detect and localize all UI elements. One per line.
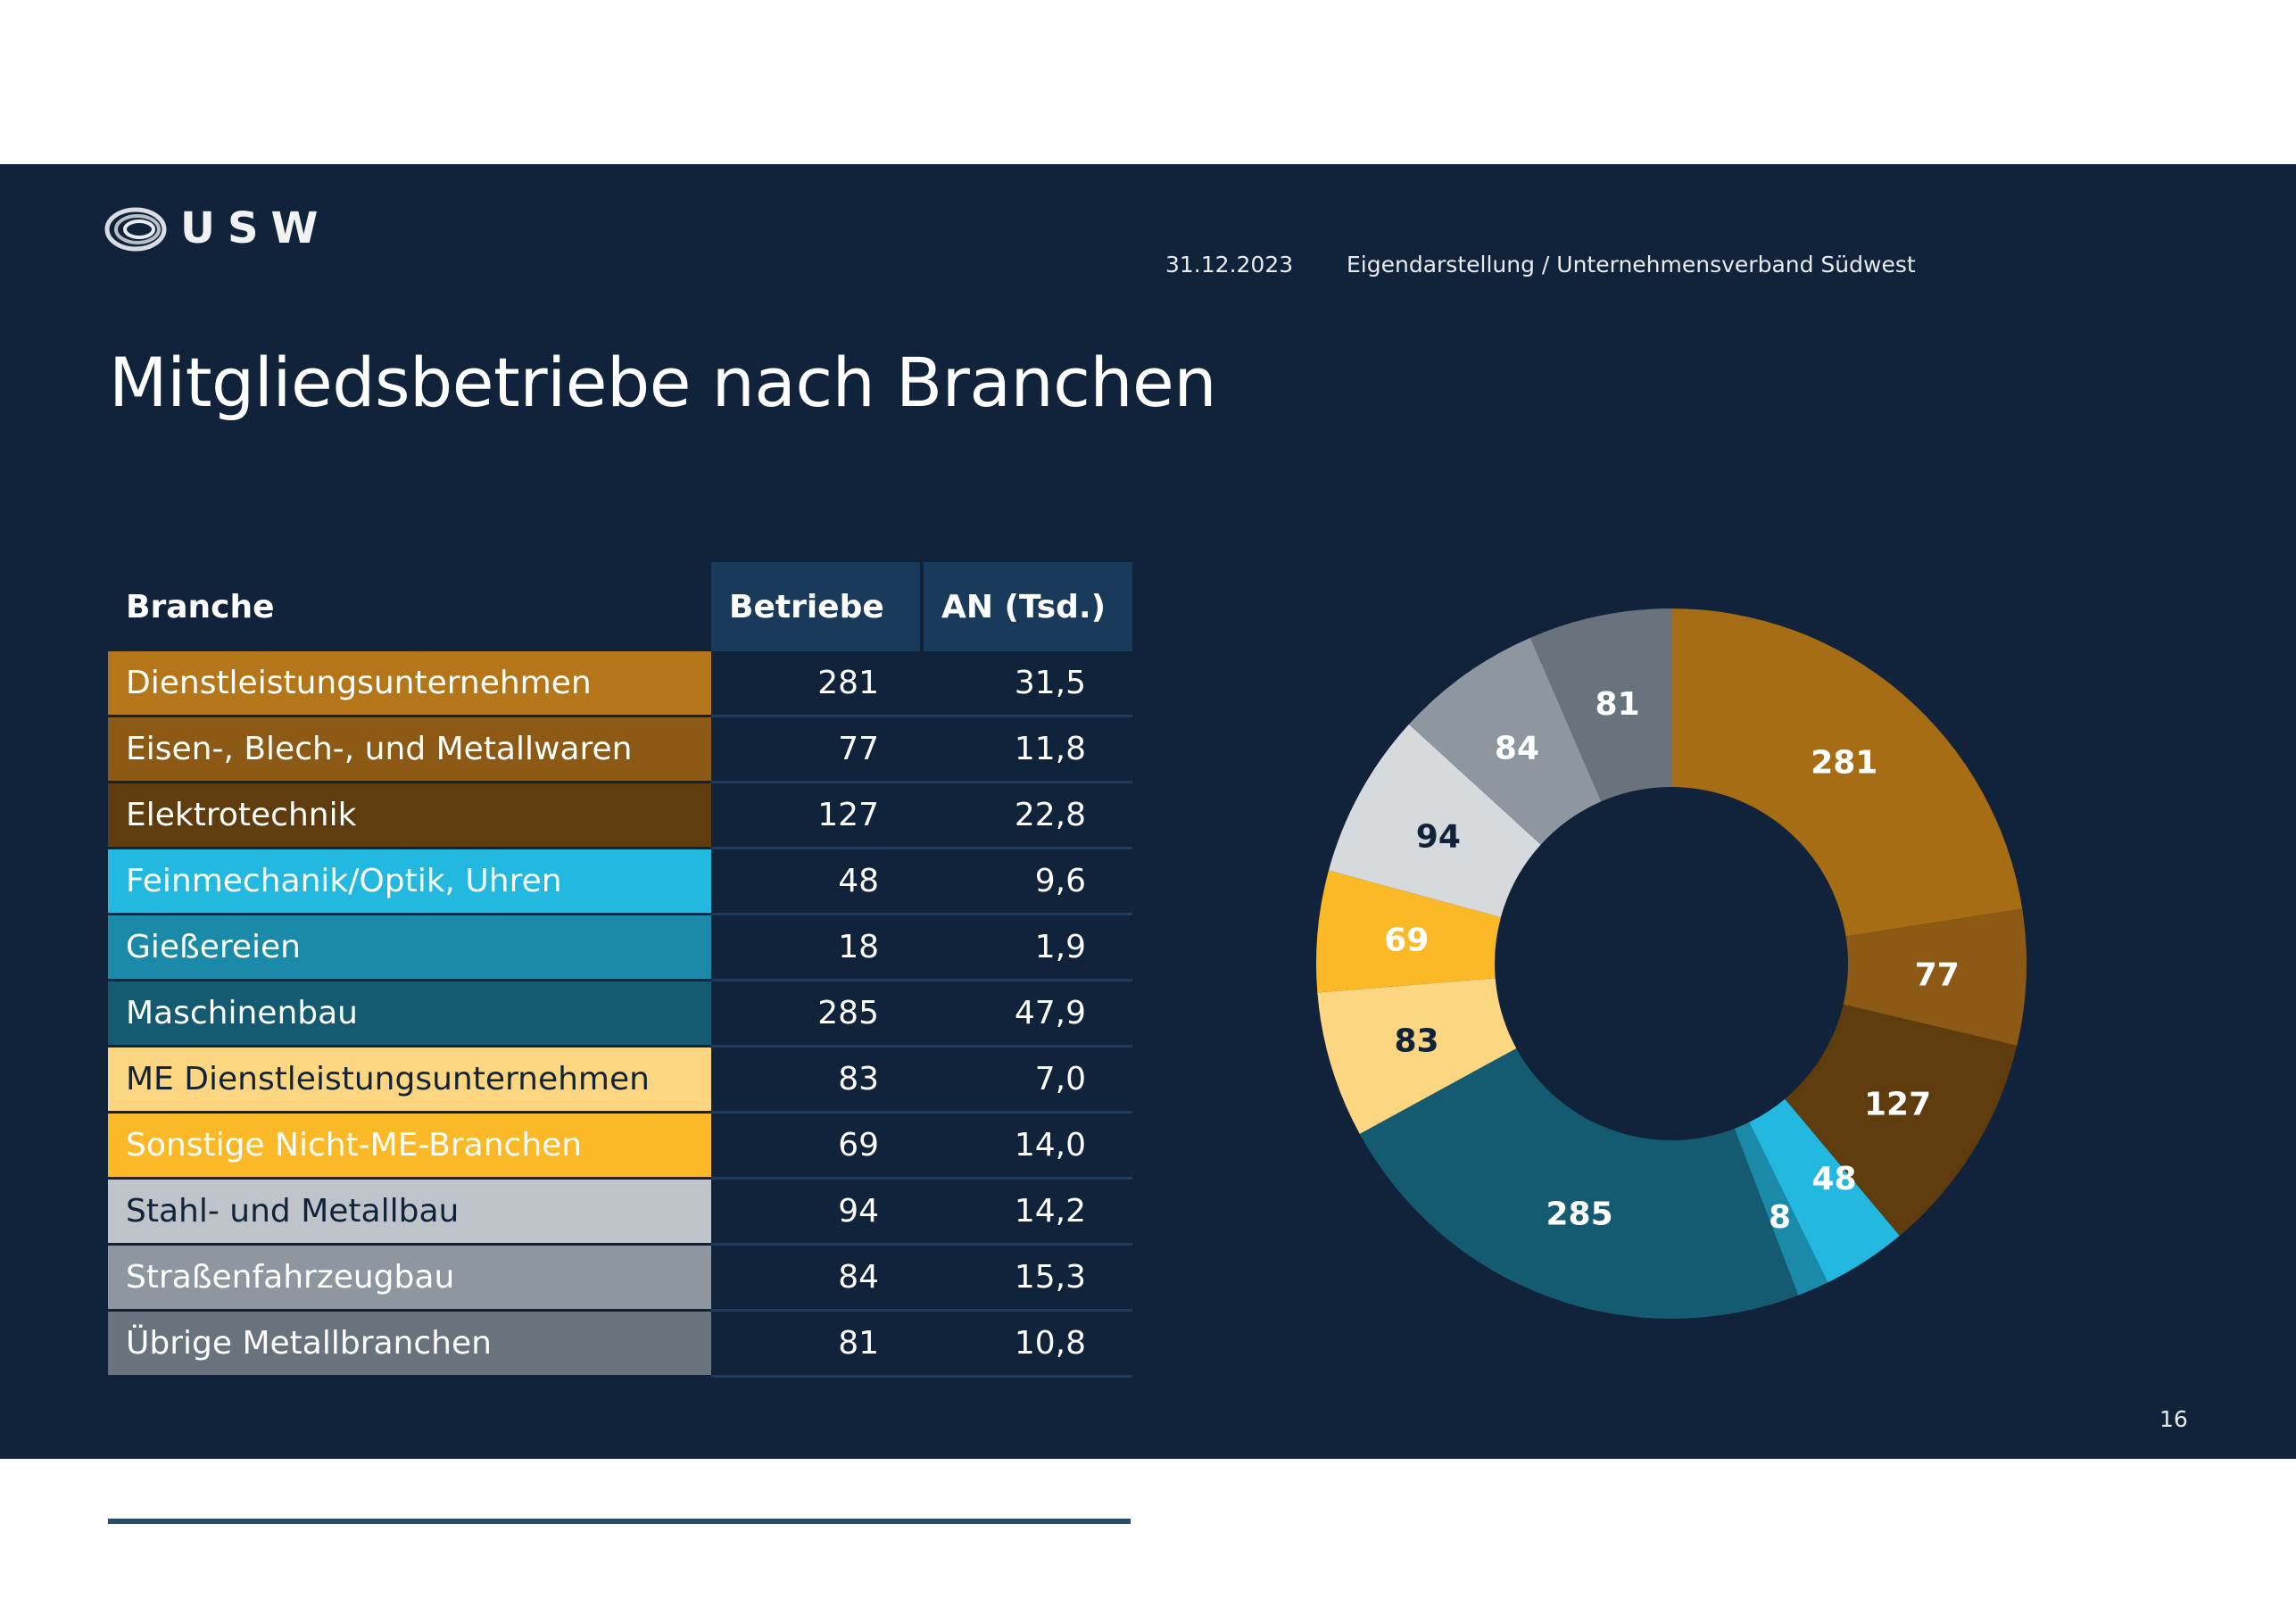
cell-an: 47,9 xyxy=(922,980,1132,1047)
page-title: Mitgliedsbetriebe nach Branchen xyxy=(109,343,1217,422)
slice-value-label: 281 xyxy=(1811,745,1877,782)
table-row: Maschinenbau 285 47,9 xyxy=(108,980,1132,1047)
slice-value-label: 127 xyxy=(1864,1087,1931,1123)
cell-branche: ME Dienstleistungsunternehmen xyxy=(108,1046,711,1114)
slice-value-label: 84 xyxy=(1495,730,1539,766)
table-bottom-rule xyxy=(108,1519,1131,1524)
cell-branche: Maschinenbau xyxy=(108,980,711,1047)
donut-slice xyxy=(1359,1047,1799,1319)
donut-slice xyxy=(1328,724,1541,917)
cell-an: 11,8 xyxy=(922,716,1132,783)
donut-slice xyxy=(1671,609,2023,937)
donut-slice xyxy=(1317,978,1517,1134)
slice-value-label: 81 xyxy=(1596,686,1640,723)
table-row: Dienstleistungsunternehmen 281 31,5 xyxy=(108,651,1132,717)
usw-logo: USW xyxy=(104,198,353,261)
header-an: AN (Tsd.) xyxy=(920,562,1132,651)
table-row: Straßenfahrzeugbau 84 15,3 xyxy=(108,1244,1132,1312)
cell-an: 9,6 xyxy=(922,848,1132,915)
cell-betriebe: 94 xyxy=(711,1178,922,1246)
date: 31.12.2023 xyxy=(1165,252,1294,277)
cell-betriebe: 84 xyxy=(711,1244,922,1312)
cell-branche: Feinmechanik/Optik, Uhren xyxy=(108,848,711,915)
header-betriebe: Betriebe xyxy=(711,562,922,651)
logo-swirl-icon xyxy=(104,207,167,252)
logo-text: USW xyxy=(180,203,331,253)
slide: USW 31.12.2023 Eigendarstellung / Untern… xyxy=(0,164,2296,1524)
table-row: Sonstige Nicht-ME-Branchen 69 14,0 xyxy=(108,1112,1132,1180)
cell-betriebe: 77 xyxy=(711,716,922,783)
donut-slice xyxy=(1785,1004,2018,1236)
branchen-table: Branche Betriebe AN (Tsd.) Dienstleistun… xyxy=(108,562,1132,1378)
slice-value-label: 48 xyxy=(1811,1161,1856,1197)
cell-an: 7,0 xyxy=(922,1046,1132,1114)
page-number: 16 xyxy=(2159,1406,2188,1432)
table-row: Stahl- und Metallbau 94 14,2 xyxy=(108,1178,1132,1246)
source-note: Eigendarstellung / Unternehmensverband S… xyxy=(1347,252,1916,277)
table-row: Elektrotechnik 127 22,8 xyxy=(108,782,1132,849)
cell-branche: Sonstige Nicht-ME-Branchen xyxy=(108,1112,711,1180)
cell-betriebe: 83 xyxy=(711,1046,922,1114)
cell-an: 10,8 xyxy=(922,1310,1132,1378)
cell-branche: Straßenfahrzeugbau xyxy=(108,1244,711,1312)
table-row: Feinmechanik/Optik, Uhren 48 9,6 xyxy=(108,848,1132,915)
cell-branche: Gießereien xyxy=(108,914,711,981)
donut-slice xyxy=(1408,637,1602,845)
cell-betriebe: 69 xyxy=(711,1112,922,1180)
cell-betriebe: 281 xyxy=(711,651,922,717)
table-header-row: Branche Betriebe AN (Tsd.) xyxy=(108,562,1132,651)
cell-an: 1,9 xyxy=(922,914,1132,981)
donut-slice xyxy=(1530,609,1671,802)
slice-value-label: 69 xyxy=(1384,923,1429,959)
cell-betriebe: 81 xyxy=(711,1310,922,1378)
cell-betriebe: 285 xyxy=(711,980,922,1047)
table-row: ME Dienstleistungsunternehmen 83 7,0 xyxy=(108,1046,1132,1114)
donut-slice xyxy=(1734,1122,1828,1296)
slice-value-label: 94 xyxy=(1416,818,1461,855)
cell-branche: Übrige Metallbranchen xyxy=(108,1310,711,1378)
cell-betriebe: 18 xyxy=(711,914,922,981)
cell-branche: Stahl- und Metallbau xyxy=(108,1178,711,1246)
cell-branche: Dienstleistungsunternehmen xyxy=(108,651,711,717)
donut-slice xyxy=(1843,908,2027,1046)
cell-branche: Elektrotechnik xyxy=(108,782,711,849)
table-row: Eisen-, Blech-, und Metallwaren 77 11,8 xyxy=(108,716,1132,783)
slice-value-label: 83 xyxy=(1394,1023,1438,1059)
cell-an: 22,8 xyxy=(922,782,1132,849)
slice-value-label: 77 xyxy=(1915,957,1960,994)
cell-betriebe: 127 xyxy=(711,782,922,849)
table-row: Übrige Metallbranchen 81 10,8 xyxy=(108,1310,1132,1378)
donut-slice xyxy=(1749,1098,1900,1283)
cell-branche: Eisen-, Blech-, und Metallwaren xyxy=(108,716,711,783)
cell-an: 14,0 xyxy=(922,1112,1132,1180)
cell-betriebe: 48 xyxy=(711,848,922,915)
cell-an: 14,2 xyxy=(922,1178,1132,1246)
cell-an: 31,5 xyxy=(922,651,1132,717)
cell-an: 15,3 xyxy=(922,1244,1132,1312)
table-row: Gießereien 18 1,9 xyxy=(108,914,1132,981)
slice-value-label: 285 xyxy=(1546,1197,1612,1233)
header-branche: Branche xyxy=(126,588,275,625)
donut-slice xyxy=(1316,870,1501,993)
